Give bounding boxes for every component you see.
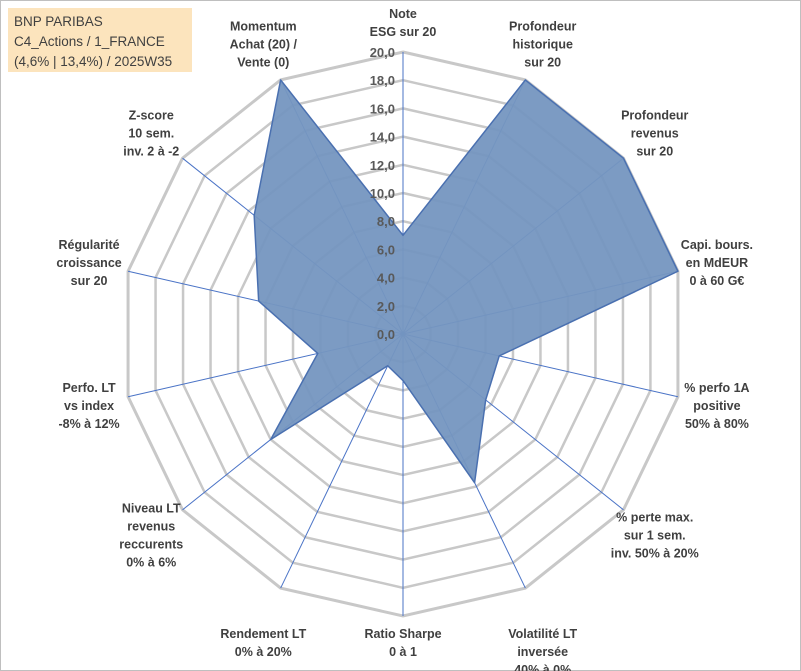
- axis-label-line: Rendement LT: [220, 627, 306, 641]
- axis-label-line: Z-score: [129, 109, 174, 123]
- axis-label-line: Momentum: [230, 19, 297, 33]
- axis-label: Momentum Achat (20) / Vente (0): [230, 19, 298, 69]
- axis-label-line: historique: [512, 37, 572, 51]
- axis-label: Ratio Sharpe 0 à 1: [364, 627, 441, 659]
- tick-label: 8,0: [377, 214, 395, 229]
- tick-label: 0,0: [377, 327, 395, 342]
- axis-label-line: reccurents: [119, 537, 183, 551]
- axis-label-line: Niveau LT: [122, 501, 181, 515]
- axis-label-line: 0% à 6%: [126, 555, 176, 569]
- axis-label: Régularité croissance sur 20: [56, 238, 121, 288]
- axis-label: Capi. bours. en MdEUR 0 à 60 G€: [681, 238, 753, 288]
- axis-label-line: sur 20: [524, 55, 561, 69]
- tick-label: 14,0: [370, 130, 395, 145]
- axis-label: Z-score 10 sem. inv. 2 à -2: [123, 109, 179, 159]
- axis-label-line: 0 à 1: [389, 645, 417, 659]
- axis-label-line: sur 20: [71, 274, 108, 288]
- tick-layer: 0,0 2,0 4,0 6,0 8,0 10,0 12,0 14,0 16,0 18,0 20,0: [370, 45, 395, 342]
- axis-label-line: Profondeur: [621, 109, 688, 123]
- axis-label-line: sur 20: [636, 145, 673, 159]
- tick-label: 18,0: [370, 73, 395, 88]
- title-period: (4,6% | 13,4%) / 2025W35: [14, 54, 173, 69]
- axis-label-line: 0 à 60 G€: [689, 274, 744, 288]
- axis-label-line: Profondeur: [509, 19, 576, 33]
- axis-label-line: revenus: [127, 519, 175, 533]
- axis-label: Rendement LT 0% à 20%: [220, 627, 306, 659]
- tick-label: 16,0: [370, 101, 395, 116]
- label-layer: Note ESG sur 20 Profondeur historique sur 20…: [56, 7, 753, 671]
- tick-label: 10,0: [370, 186, 395, 201]
- axis-label-line: 40% à 0%: [514, 663, 571, 671]
- series-area: [253, 79, 679, 484]
- axis-label-line: Achat (20) /: [230, 37, 298, 51]
- axis-label-line: -8% à 12%: [58, 417, 119, 431]
- series-layer: [253, 79, 679, 484]
- axis-label-line: Volatilité LT: [508, 627, 577, 641]
- axis-label-line: Perfo. LT: [62, 381, 116, 395]
- axis-label: Note ESG sur 20: [370, 7, 437, 39]
- tick-label: 6,0: [377, 242, 395, 257]
- axis-label-line: % perte max.: [616, 510, 693, 524]
- axis-label-line: Régularité: [59, 238, 120, 252]
- axis-label-line: sur 1 sem.: [624, 528, 686, 542]
- axis-label-line: inv. 50% à 20%: [611, 546, 699, 560]
- axis-label-line: 50% à 80%: [685, 417, 749, 431]
- axis-label: Perfo. LT vs index -8% à 12%: [58, 381, 119, 431]
- axis-spoke: [280, 333, 404, 589]
- axis-label-line: en MdEUR: [686, 256, 749, 270]
- axis-label: Profondeur revenus sur 20: [621, 109, 688, 159]
- title-company: BNP PARIBAS: [14, 14, 103, 29]
- tick-label: 2,0: [377, 299, 395, 314]
- axis-label: % perte max. sur 1 sem. inv. 50% à 20%: [611, 510, 699, 560]
- axis-label-line: croissance: [56, 256, 121, 270]
- axis-label: % perfo 1A positive 50% à 80%: [684, 381, 749, 431]
- axis-label-line: 0% à 20%: [235, 645, 292, 659]
- axis-label-line: vs index: [64, 399, 114, 413]
- axis-label-line: inv. 2 à -2: [123, 145, 179, 159]
- tick-label: 12,0: [370, 158, 395, 173]
- axis-label: Volatilité LT inversée 40% à 0%: [508, 627, 577, 671]
- title-category: C4_Actions / 1_FRANCE: [14, 34, 165, 49]
- axis-label-line: Note: [389, 7, 417, 21]
- axis-label-line: positive: [693, 399, 740, 413]
- axis-label: Niveau LT revenus reccurents 0% à 6%: [119, 501, 183, 569]
- axis-label-line: Ratio Sharpe: [364, 627, 441, 641]
- axis-label-line: Vente (0): [237, 55, 289, 69]
- axis-label-line: Capi. bours.: [681, 238, 753, 252]
- chart-title-box: BNP PARIBAS C4_Actions / 1_FRANCE (4,6% …: [8, 8, 192, 72]
- axis-label-line: revenus: [631, 127, 679, 141]
- axis-label-line: ESG sur 20: [370, 25, 437, 39]
- tick-label: 20,0: [370, 45, 395, 60]
- axis-label-line: inversée: [517, 645, 568, 659]
- axis-label-line: 10 sem.: [128, 127, 174, 141]
- tick-label: 4,0: [377, 271, 395, 286]
- axis-label-line: % perfo 1A: [684, 381, 749, 395]
- axis-label: Profondeur historique sur 20: [509, 19, 576, 69]
